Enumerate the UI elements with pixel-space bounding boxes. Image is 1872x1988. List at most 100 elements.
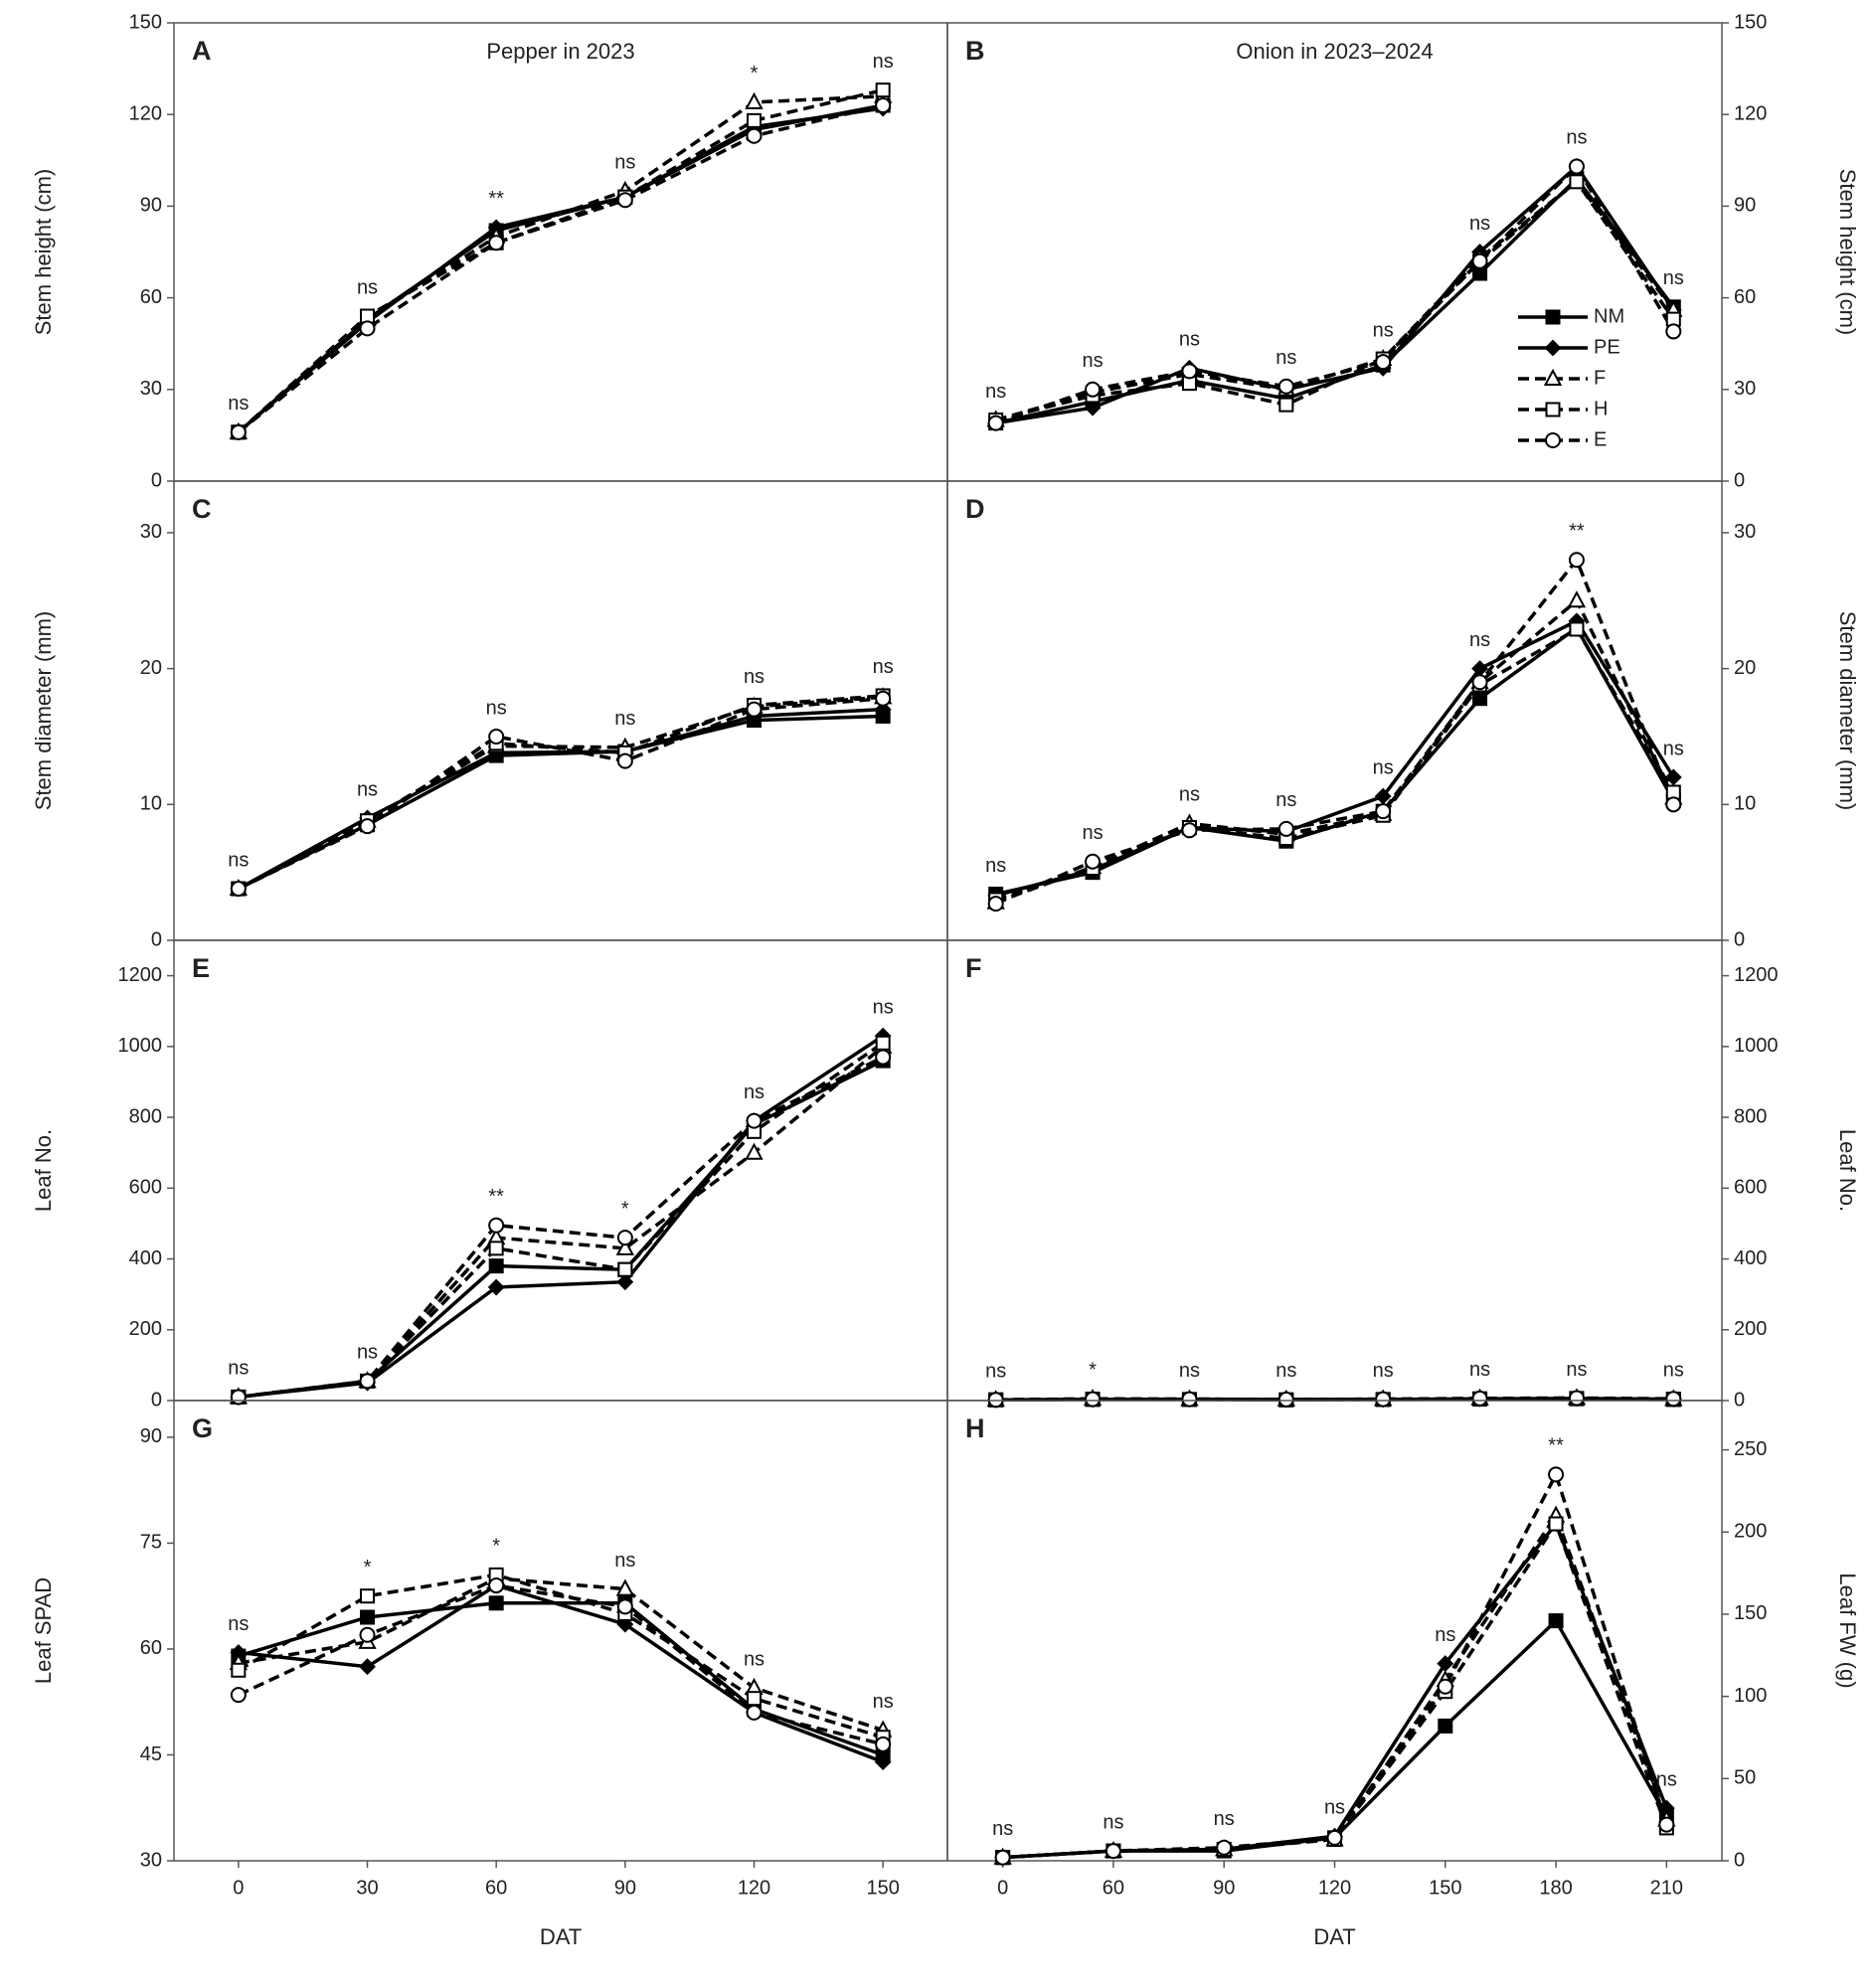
- y-tick-label: 10: [1734, 793, 1756, 815]
- marker: [488, 1577, 505, 1594]
- legend-marker: [1543, 368, 1563, 386]
- marker: [746, 1704, 763, 1721]
- y-axis-label: Stem height (cm): [1835, 169, 1860, 336]
- marker: [488, 728, 505, 745]
- panel-title: Pepper in 2023: [486, 39, 634, 64]
- marker: [1548, 1466, 1565, 1483]
- significance-label: ns: [1103, 1811, 1123, 1833]
- series-line: [237, 707, 884, 891]
- significance-label: ns: [873, 1691, 894, 1713]
- y-tick-label: 1000: [1734, 1035, 1779, 1057]
- y-tick-label: 30: [1734, 521, 1756, 543]
- marker: [875, 96, 892, 113]
- y-tick-label: 120: [1734, 102, 1767, 124]
- x-tick-label: 0: [997, 1877, 1008, 1899]
- marker: [1665, 1391, 1682, 1408]
- y-tick-label: 600: [1734, 1177, 1767, 1199]
- panel-letter: E: [192, 953, 210, 983]
- marker: [615, 1578, 635, 1596]
- significance-label: ns: [1276, 1360, 1296, 1382]
- series-line: [995, 163, 1675, 425]
- marker: [616, 192, 633, 209]
- series-line: [995, 626, 1675, 902]
- marker: [874, 701, 892, 719]
- significance-label: ns: [744, 1081, 765, 1103]
- marker: [874, 1753, 892, 1770]
- marker: [616, 1273, 634, 1291]
- marker: [1085, 1391, 1102, 1408]
- marker: [359, 1658, 376, 1676]
- significance-label: ns: [614, 708, 635, 730]
- y-tick-label: 200: [1734, 1318, 1767, 1340]
- marker: [987, 414, 1004, 431]
- legend-label: F: [1594, 367, 1606, 389]
- significance-label: ns: [1276, 347, 1296, 369]
- significance-label: ns: [1435, 1624, 1455, 1646]
- legend-label: H: [1594, 398, 1608, 419]
- marker: [616, 1598, 633, 1615]
- significance-label: ns: [1469, 213, 1490, 235]
- series-line: [238, 1601, 884, 1757]
- series-line: [995, 625, 1675, 897]
- x-tick-label: 150: [866, 1877, 899, 1899]
- marker: [1216, 1839, 1233, 1856]
- significance-label: *: [364, 1557, 372, 1578]
- significance-label: ns: [1656, 1768, 1677, 1790]
- significance-label: ns: [228, 1613, 249, 1635]
- marker: [1569, 174, 1585, 190]
- panel-letter: G: [192, 1413, 213, 1443]
- marker: [1665, 796, 1682, 813]
- y-tick-label: 150: [1734, 1602, 1767, 1624]
- significance-label: ns: [1373, 319, 1394, 341]
- marker: [745, 91, 764, 109]
- legend-marker: [1545, 432, 1561, 448]
- y-tick-label: 120: [129, 102, 162, 124]
- panel-letter: A: [192, 36, 212, 66]
- significance-label: ns: [1566, 1359, 1587, 1381]
- significance-label: ns: [985, 855, 1006, 877]
- significance-label: ns: [985, 1361, 1006, 1383]
- series-line: [238, 714, 884, 891]
- plot-frame: [173, 22, 948, 482]
- marker: [1437, 1678, 1453, 1695]
- series-line: [238, 1059, 884, 1400]
- marker: [488, 235, 505, 251]
- y-tick-label: 800: [1734, 1105, 1767, 1127]
- significance-label: ns: [357, 276, 378, 298]
- y-tick-label: 45: [140, 1743, 162, 1765]
- marker: [230, 423, 247, 440]
- series-line: [237, 87, 884, 434]
- marker: [617, 1261, 633, 1277]
- y-tick-label: 250: [1734, 1438, 1767, 1460]
- marker: [1181, 822, 1198, 839]
- marker: [1438, 1718, 1453, 1734]
- significance-label: **: [1569, 521, 1585, 543]
- series-line: [995, 618, 1675, 898]
- significance-label: ns: [486, 697, 507, 719]
- y-tick-label: 0: [1734, 469, 1745, 491]
- y-tick-label: 30: [140, 521, 162, 543]
- marker: [747, 1691, 762, 1707]
- marker: [875, 83, 891, 98]
- marker: [1664, 768, 1682, 786]
- significance-label: ns: [1373, 756, 1394, 778]
- y-tick-label: 60: [1734, 286, 1756, 308]
- x-tick-label: 60: [1103, 1877, 1124, 1899]
- marker: [488, 1217, 505, 1234]
- y-tick-label: 400: [129, 1247, 162, 1269]
- marker: [488, 1595, 504, 1611]
- y-tick-label: 30: [140, 1849, 162, 1871]
- y-tick-label: 90: [140, 1425, 162, 1447]
- plot-frame: [173, 939, 948, 1402]
- y-tick-label: 20: [1734, 657, 1756, 679]
- series-line: [995, 1396, 1674, 1403]
- marker: [359, 1626, 376, 1643]
- significance-label: ns: [1083, 350, 1104, 372]
- significance-label: ns: [1083, 822, 1104, 844]
- x-tick-label: 180: [1539, 1877, 1572, 1899]
- marker: [1568, 552, 1585, 569]
- significance-label: ns: [1469, 1359, 1490, 1381]
- y-tick-label: 200: [129, 1318, 162, 1340]
- significance-label: ns: [873, 656, 894, 678]
- marker: [488, 1241, 504, 1256]
